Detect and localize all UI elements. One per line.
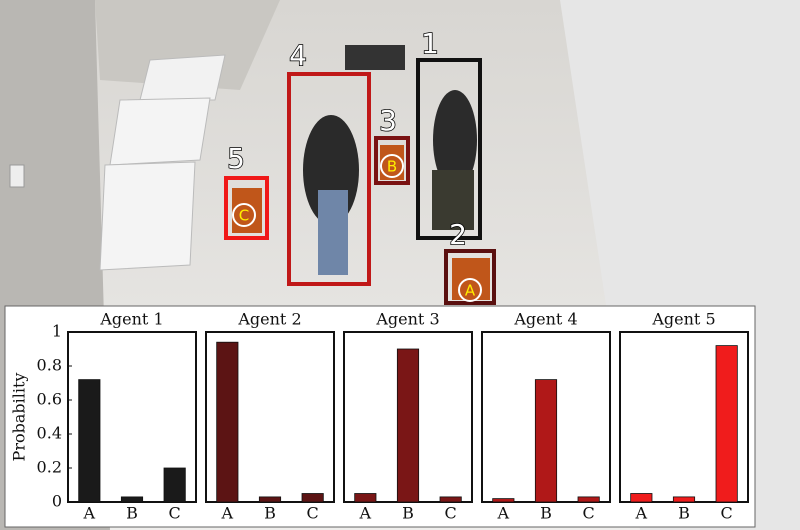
marker-circle (380, 154, 404, 178)
x-tick-label: A (635, 504, 648, 523)
charts: Agent 1 Probability 0 0.2 0.4 0.6 0.8 1 A B C Agent… (10, 310, 749, 523)
bar (163, 467, 186, 503)
x-tick-label: A (221, 504, 234, 523)
chart-title: Agent 1 (99, 310, 163, 329)
marker-label: C (239, 207, 249, 225)
bar (630, 493, 653, 503)
tracking-box (224, 176, 269, 240)
chart-title: Agent 4 (513, 310, 577, 329)
marker-label: B (387, 158, 397, 176)
bar (354, 493, 377, 503)
x-tick-label: C (721, 504, 733, 523)
x-tick-label: A (83, 504, 96, 523)
chart-title: Agent 3 (375, 310, 439, 329)
bar (258, 496, 282, 503)
marker-circle (232, 203, 256, 227)
annotations: 1 2 3 4 5 A B C (224, 26, 496, 305)
chart-title: Agent 5 (651, 310, 715, 329)
bar (439, 496, 462, 503)
y-tick-label: 0.2 (37, 458, 62, 477)
bar (715, 345, 738, 503)
x-tick-label: C (445, 504, 457, 523)
bar (396, 348, 420, 503)
bar (78, 379, 101, 503)
y-tick-label: 0 (52, 492, 62, 511)
bar (301, 493, 324, 503)
chart-title: Agent 2 (237, 310, 301, 329)
x-tick-label: B (126, 504, 138, 523)
bar (492, 498, 515, 503)
y-tick-label: 0.6 (37, 390, 62, 409)
y-axis-label: Probability (10, 373, 29, 462)
x-tick-label: C (307, 504, 319, 523)
tracking-box (444, 249, 496, 305)
y-tick-label: 0.4 (37, 424, 62, 443)
bar (216, 341, 239, 503)
x-tick-label: C (583, 504, 595, 523)
x-tick-label: A (359, 504, 372, 523)
x-tick-label: B (402, 504, 414, 523)
y-tick-label: 1 (52, 322, 62, 341)
tracking-box (374, 136, 410, 185)
y-tick-label: 0.8 (37, 356, 62, 375)
x-tick-label: A (497, 504, 510, 523)
tracking-box (287, 72, 371, 286)
bar (577, 496, 600, 503)
box-label: 4 (289, 39, 307, 72)
x-tick-label: C (169, 504, 181, 523)
marker-label: A (465, 282, 476, 300)
box-label: 5 (227, 142, 245, 175)
bar (672, 496, 696, 503)
box-label: 3 (379, 104, 397, 137)
box-label: 2 (449, 218, 467, 251)
marker-circle (458, 278, 482, 302)
box-label: 1 (421, 27, 439, 60)
x-tick-label: B (540, 504, 552, 523)
bar (120, 496, 144, 503)
x-tick-label: B (264, 504, 276, 523)
bar (534, 379, 558, 503)
tracking-box (416, 58, 482, 240)
x-tick-label: B (678, 504, 690, 523)
